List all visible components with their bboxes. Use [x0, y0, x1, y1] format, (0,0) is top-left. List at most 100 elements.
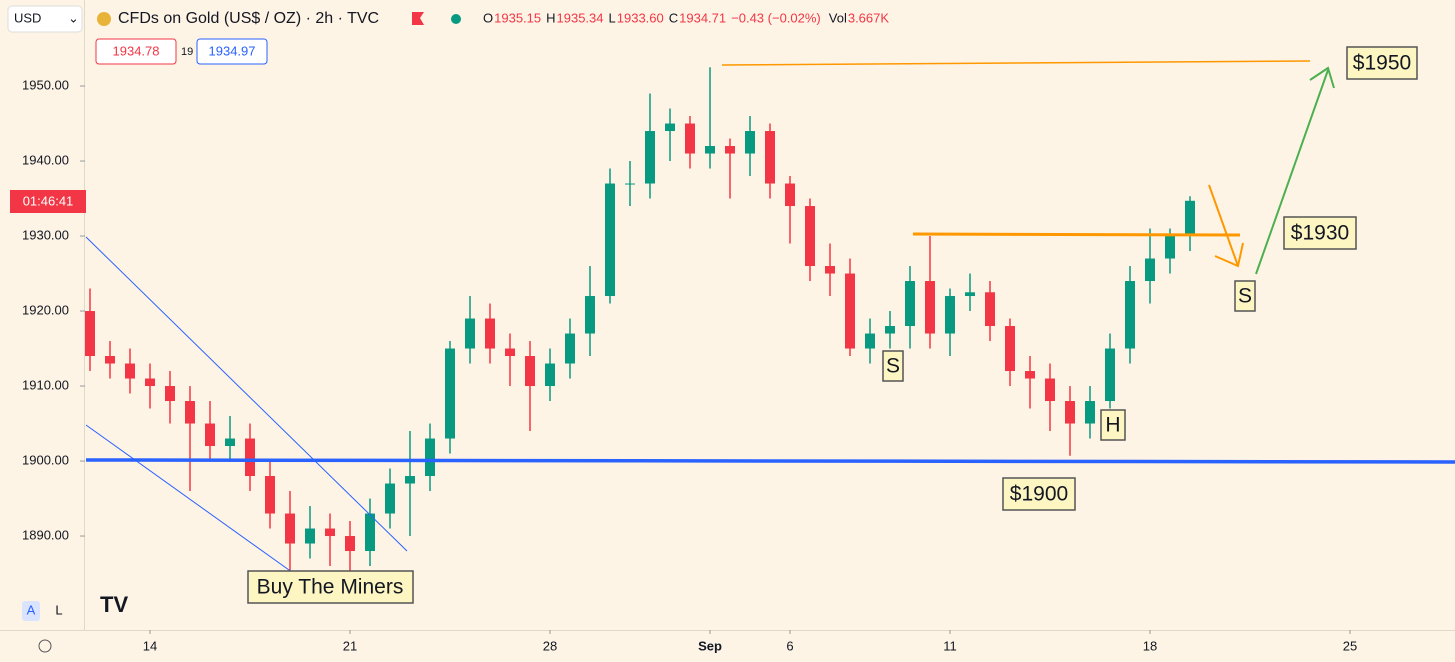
ohlc-label: L	[609, 10, 616, 25]
volume-label: Vol	[829, 10, 847, 25]
y-tick-label: 1930.00	[22, 227, 69, 242]
candle-body	[265, 476, 275, 514]
candle-body	[885, 326, 895, 334]
candle-body	[865, 333, 875, 349]
channel-line	[85, 424, 297, 576]
label-box	[1283, 216, 1357, 250]
annotation: $1930	[1291, 222, 1349, 245]
candle-body	[325, 528, 335, 537]
candle-body	[1065, 401, 1075, 424]
x-tick-label: 21	[343, 638, 357, 653]
candle-body	[245, 438, 255, 477]
change: −0.43 (−0.02%)	[731, 10, 821, 25]
orange-arrowhead	[1214, 242, 1244, 268]
candle-body	[1045, 378, 1055, 402]
candle-body	[1105, 348, 1115, 402]
ohlc-label: O	[483, 10, 493, 25]
annotation: H	[1105, 414, 1120, 437]
high-line	[721, 60, 1311, 66]
axis-border	[0, 630, 1455, 631]
currency-select[interactable]	[7, 5, 83, 33]
candle-body	[665, 123, 675, 132]
candle-body	[165, 386, 175, 402]
label-box	[882, 350, 904, 382]
currency: USD	[14, 10, 41, 25]
channel-line	[85, 236, 408, 552]
ohlc-value: 1934.71	[679, 10, 726, 25]
label-box	[247, 570, 414, 604]
candle-body	[1145, 258, 1155, 282]
x-tick-label: 14	[143, 638, 157, 653]
ohlc-label: C	[669, 10, 678, 25]
candle-body	[465, 318, 475, 349]
candle-body	[705, 146, 715, 154]
candle-body	[845, 273, 855, 349]
auto-scale-button[interactable]	[22, 601, 40, 621]
candle-body	[365, 513, 375, 552]
label-box	[1002, 477, 1076, 511]
candle-body	[305, 528, 315, 544]
candle-body	[945, 296, 955, 334]
ohlc-value: 1933.60	[617, 10, 664, 25]
candle-body	[225, 438, 235, 447]
candle-body	[445, 348, 455, 439]
candle-body	[145, 378, 155, 387]
ohlc: O 1935.15 H 1935.34 L 1933.60 C 1934.71 −0.43 (−…	[483, 10, 889, 25]
ohlc-label: H	[546, 10, 555, 25]
label-box	[1234, 280, 1256, 312]
candle-body	[605, 183, 615, 297]
candle-body	[485, 318, 495, 349]
auto-scale-label: A	[27, 602, 36, 617]
annotation: S	[886, 355, 900, 378]
countdown: 01:46:41	[23, 193, 74, 208]
candle-body	[545, 363, 555, 387]
candle-body	[425, 438, 435, 477]
candle-body	[965, 292, 975, 297]
symbol-icon	[97, 12, 111, 26]
orange-arrow	[1208, 184, 1239, 267]
annotation: $1900	[1010, 483, 1068, 506]
y-tick-label: 1900.00	[22, 452, 69, 467]
candle-body	[185, 401, 195, 424]
spread: 19	[181, 46, 193, 58]
axis-border	[84, 0, 85, 630]
settings-icon[interactable]	[38, 639, 52, 653]
bid: 1934.78	[113, 43, 160, 58]
candle-body	[1005, 326, 1015, 372]
candle-body	[625, 183, 635, 185]
candle-body	[645, 131, 655, 184]
x-tick-label: Sep	[698, 638, 722, 653]
candle-body	[905, 281, 915, 327]
candle-body	[825, 266, 835, 274]
annotation: S	[1238, 285, 1252, 308]
annotation: Buy The Miners	[257, 576, 404, 599]
candle-body	[745, 131, 755, 154]
candle-body	[1025, 371, 1035, 379]
candles	[85, 67, 1195, 574]
countdown-box	[10, 190, 86, 213]
ask-box[interactable]	[196, 38, 268, 65]
candle-body	[125, 363, 135, 379]
symbol: CFDs on Gold (US$ / OZ) · 2h · TVC	[118, 10, 379, 27]
y-tick-label: 1890.00	[22, 527, 69, 542]
y-tick-label: 1910.00	[22, 377, 69, 392]
label-box	[1100, 409, 1126, 441]
bid-box[interactable]	[95, 38, 177, 65]
y-tick-label: 1920.00	[22, 302, 69, 317]
candle-body	[1085, 401, 1095, 424]
ohlc-value: 1935.15	[494, 10, 541, 25]
log-scale-label[interactable]: L	[55, 602, 62, 617]
resistance-line	[912, 232, 1241, 237]
candle-body	[1125, 281, 1135, 349]
ohlc-value: 1935.34	[557, 10, 604, 25]
flag[interactable]	[412, 12, 424, 25]
candle-body	[725, 146, 735, 154]
x-tick-label: 28	[543, 638, 557, 653]
y-tick-label: 1950.00	[22, 77, 69, 92]
ticks: 1890.00 1900.00 1910.00 1920.00 1930.00 1940.…	[22, 77, 1357, 653]
green-arrowhead	[1309, 66, 1335, 89]
candle-body	[105, 356, 115, 364]
